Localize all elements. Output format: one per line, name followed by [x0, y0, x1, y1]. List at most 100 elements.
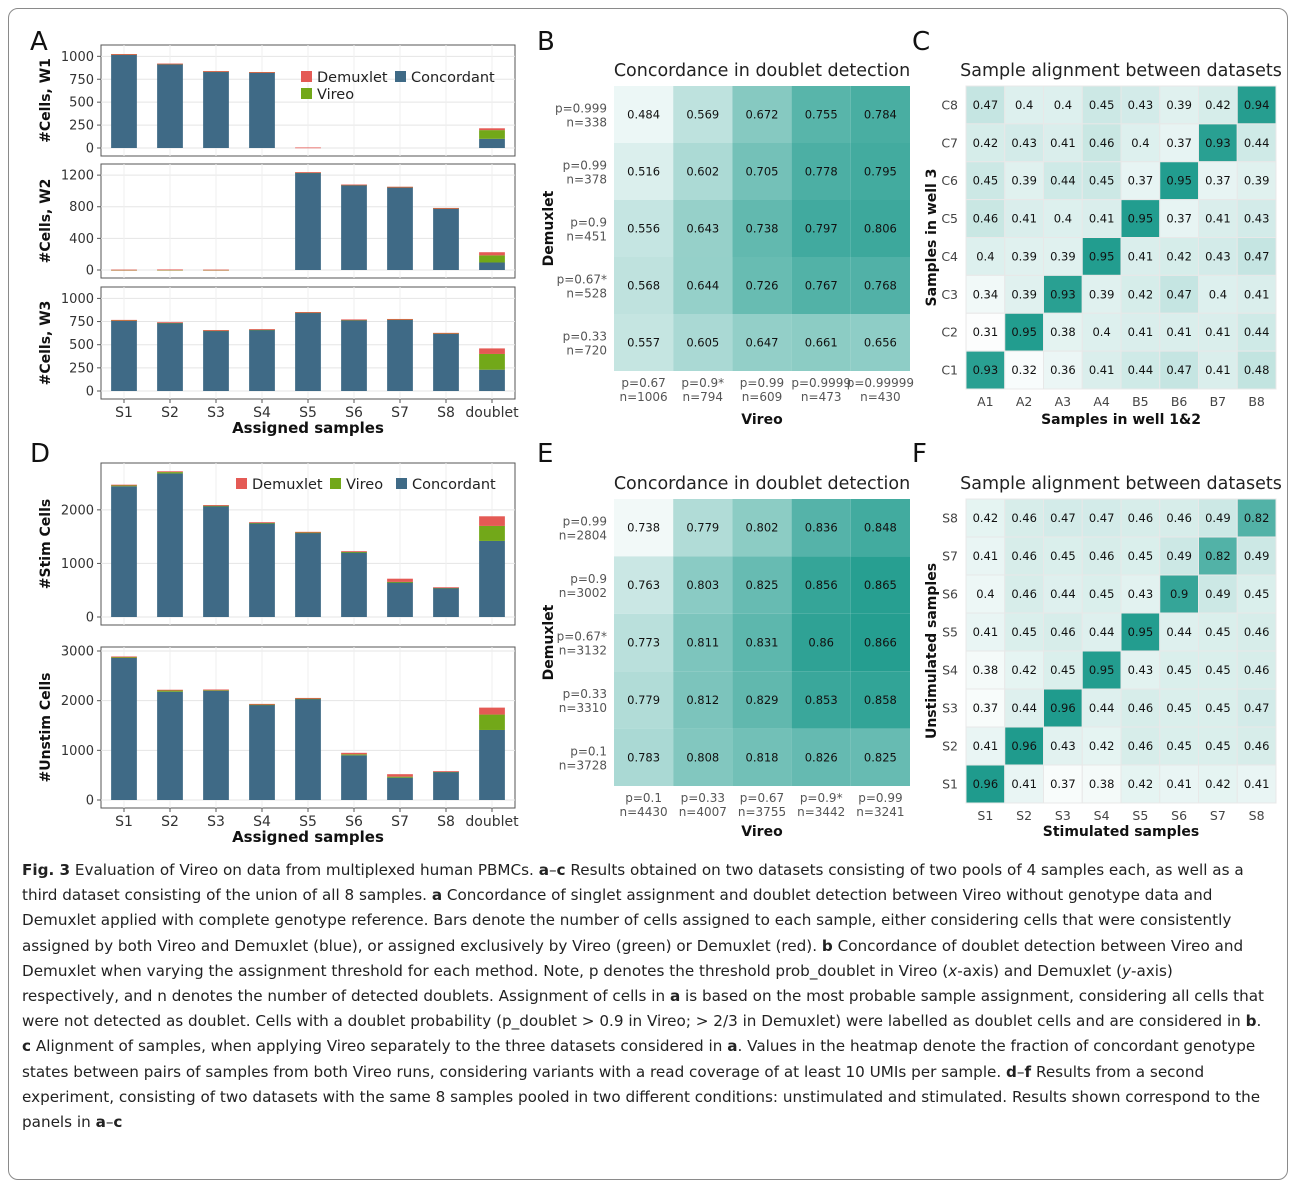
x-tick-label: p=0.67: [621, 376, 665, 390]
x-tick-label: B6: [1171, 394, 1188, 409]
cell-value: 0.4: [1015, 98, 1033, 112]
y-tick-label: S6: [942, 587, 958, 602]
bar-demuxlet: [157, 269, 183, 271]
heatmap-cell: [1043, 312, 1083, 352]
x-tick-label: S1: [977, 808, 993, 823]
caption-bold-ref: a: [669, 987, 681, 1006]
y-tick-label: n=338: [566, 116, 607, 130]
heatmap-cell: [614, 613, 674, 672]
cell-value: 0.46: [1011, 511, 1037, 525]
caption-text: . Values in the heatmap denote the fract…: [22, 1037, 1256, 1081]
heatmap-cell: [1236, 350, 1277, 390]
cell-value: 0.826: [805, 750, 838, 764]
panel-label-f: F: [912, 439, 927, 469]
cell-value: 0.42: [1089, 739, 1115, 753]
cell-value: 0.42: [1166, 249, 1192, 263]
cell-value: 0.44: [1011, 701, 1037, 715]
bar-demuxlet: [295, 172, 321, 173]
bar-concordant: [157, 64, 183, 148]
y-tick-label: p=0.99: [563, 515, 607, 529]
heatmap-cell: [1081, 161, 1122, 201]
y-tick-label: 1000: [61, 744, 94, 759]
heatmap-cell: [1004, 536, 1044, 576]
x-tick-label: S3: [207, 405, 225, 421]
cell-value: 0.831: [746, 636, 779, 650]
heatmap-cell: [965, 688, 1006, 728]
y-tick-label: 750: [69, 73, 94, 88]
cell-value: 0.38: [1089, 777, 1115, 791]
cell-value: 0.39: [1050, 249, 1076, 263]
bar-concordant: [249, 329, 275, 391]
cell-value: 0.42: [1128, 287, 1154, 301]
bar-demuxlet: [387, 578, 413, 582]
y-tick-label: 1000: [61, 292, 94, 307]
x-tick-label: n=3755: [738, 805, 786, 819]
heatmap-cell: [1081, 650, 1122, 690]
heatmap-cell: [1198, 350, 1238, 390]
heatmap-cell: [1159, 123, 1199, 163]
heatmap-cell: [965, 612, 1006, 652]
cell-value: 0.82: [1205, 549, 1231, 563]
cell-value: 0.39: [1011, 287, 1037, 301]
bar-vireo: [387, 581, 413, 583]
cell-value: 0.49: [1166, 549, 1192, 563]
cell-value: 0.795: [864, 165, 897, 179]
heatmap-cell: [850, 314, 910, 371]
heatmap-cell: [1004, 199, 1044, 238]
x-tick-label: S1: [115, 405, 133, 421]
y-tick-label: 1000: [61, 50, 94, 65]
heatmap-cell: [850, 671, 910, 729]
cell-value: 0.647: [746, 336, 779, 350]
cell-value: 0.96: [1011, 739, 1037, 753]
heatmap-cell: [850, 257, 910, 314]
cell-value: 0.41: [1011, 212, 1037, 226]
cell-value: 0.45: [1089, 174, 1115, 188]
bar-demuxlet: [203, 71, 229, 72]
cell-value: 0.808: [686, 750, 719, 764]
y-tick-label: C1: [941, 363, 958, 378]
x-tick-label: S6: [345, 405, 363, 421]
bar-demuxlet: [157, 689, 183, 691]
heatmap-cell: [614, 556, 674, 614]
cell-value: 0.797: [805, 222, 838, 236]
cell-value: 0.763: [627, 578, 660, 592]
x-tick-label: A1: [977, 394, 994, 409]
panel-label-a: A: [30, 27, 48, 57]
x-tick-label: S3: [207, 814, 225, 830]
cell-value: 0.96: [973, 777, 999, 791]
caption-bold-ref: a: [431, 886, 443, 905]
cell-value: 0.41: [973, 625, 999, 639]
heatmap-cell: [791, 86, 851, 143]
x-tick-label: n=473: [801, 390, 842, 404]
cell-value: 0.46: [1011, 549, 1037, 563]
heatmap-cell: [965, 123, 1006, 163]
heatmap-cell: [673, 728, 733, 786]
legend-label: Demuxlet: [252, 477, 323, 493]
cell-value: 0.41: [1050, 136, 1076, 150]
caption-text: Results obtained on two datasets consist…: [22, 861, 1244, 905]
x-tick-label: S1: [115, 814, 133, 830]
x-tick-label: S3: [1055, 808, 1071, 823]
cell-value: 0.96: [1050, 701, 1076, 715]
bar-vireo: [479, 525, 505, 541]
bar-demuxlet: [111, 319, 137, 321]
heatmap-cell: [614, 86, 674, 143]
cell-value: 0.37: [1128, 174, 1154, 188]
x-tick-label: p=0.99999: [847, 376, 914, 390]
cell-value: 0.779: [627, 693, 660, 707]
bar-demuxlet: [479, 252, 505, 256]
heatmap-cell: [1004, 161, 1044, 201]
cell-value: 0.95: [1011, 325, 1037, 339]
heatmap-cell: [1120, 498, 1161, 538]
bar-concordant: [387, 582, 413, 617]
heatmap-cell: [1120, 161, 1161, 201]
heatmap-cell: [1120, 350, 1161, 390]
heatmap-cell: [1004, 350, 1044, 390]
x-axis-title: Vireo: [741, 412, 783, 428]
cell-value: 0.829: [746, 693, 779, 707]
bar-concordant: [157, 691, 183, 800]
caption-text: –: [105, 1113, 114, 1132]
heatmap-cell: [1081, 498, 1122, 538]
y-tick-label: n=3132: [559, 644, 607, 658]
y-tick-label: S4: [942, 663, 958, 678]
